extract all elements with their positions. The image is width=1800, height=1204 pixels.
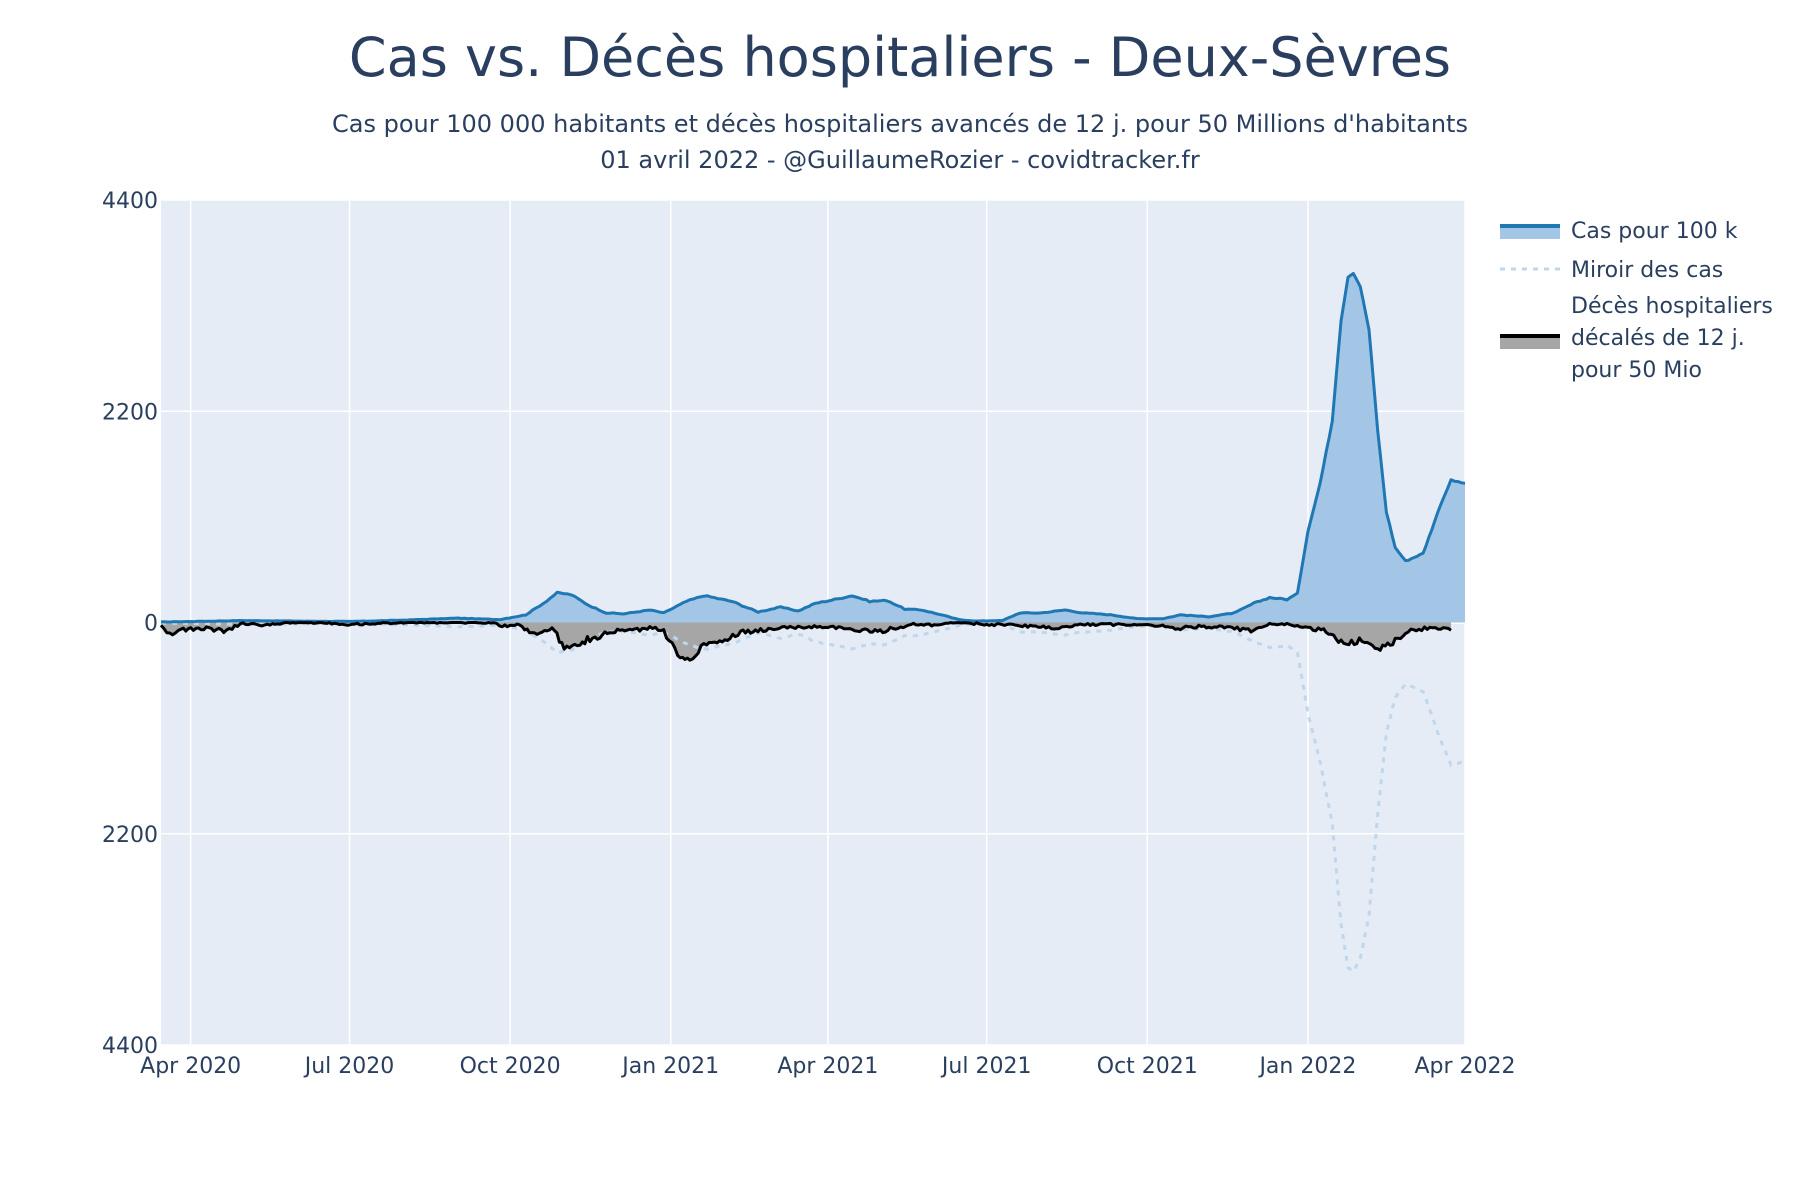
legend-label-deces-line-2: décalés de 12 j. bbox=[1571, 326, 1745, 351]
x-tick-label: Oct 2021 bbox=[1097, 1054, 1198, 1079]
chart-subtitle-line-1: Cas pour 100 000 habitants et décès hosp… bbox=[332, 110, 1468, 138]
x-tick-label: Oct 2020 bbox=[460, 1054, 561, 1079]
y-tick-label: 4400 bbox=[102, 1034, 158, 1059]
series-cas-line bbox=[160, 272, 1466, 624]
series-cas-area bbox=[161, 273, 1465, 623]
x-tick-label: Apr 2020 bbox=[140, 1054, 241, 1079]
x-tick-label: Apr 2021 bbox=[777, 1054, 878, 1079]
series-deces-line bbox=[159, 621, 1452, 662]
legend-item-cas[interactable]: Cas pour 100 k bbox=[1500, 219, 1738, 244]
legend-item-miroir[interactable]: Miroir des cas bbox=[1500, 258, 1723, 283]
y-tick-label: 4400 bbox=[102, 189, 158, 214]
series-deces-area bbox=[161, 622, 1451, 661]
x-tick-label: Jan 2021 bbox=[620, 1054, 719, 1079]
x-tick-label: Apr 2022 bbox=[1414, 1054, 1515, 1079]
area-fills bbox=[161, 273, 1465, 661]
legend-swatch-deces-fill bbox=[1500, 336, 1560, 349]
x-tick-label: Jul 2021 bbox=[940, 1054, 1032, 1079]
legend: Cas pour 100 k Miroir des cas Décès hosp… bbox=[1500, 219, 1773, 383]
x-tick-label: Jul 2020 bbox=[303, 1054, 395, 1079]
y-tick-label: 2200 bbox=[102, 823, 158, 848]
series-lines bbox=[159, 272, 1466, 974]
y-tick-label: 2200 bbox=[102, 400, 158, 425]
legend-label-cas: Cas pour 100 k bbox=[1571, 219, 1738, 244]
axes: Apr 2020 Jul 2020 Oct 2020 Jan 2021 Apr 2021… bbox=[102, 189, 1516, 1079]
x-tick-label: Jan 2022 bbox=[1257, 1054, 1356, 1079]
chart-subtitle-line-2: 01 avril 2022 - @GuillaumeRozier - covid… bbox=[600, 146, 1200, 174]
legend-item-deces[interactable]: Décès hospitaliers décalés de 12 j. pour… bbox=[1500, 294, 1773, 383]
legend-label-deces-line-3: pour 50 Mio bbox=[1571, 358, 1702, 383]
legend-label-miroir: Miroir des cas bbox=[1571, 258, 1723, 283]
chart-title: Cas vs. Décès hospitaliers - Deux-Sèvres bbox=[349, 26, 1451, 89]
series-miroir-line bbox=[160, 621, 1466, 974]
legend-label-deces-line-1: Décès hospitaliers bbox=[1571, 294, 1773, 319]
legend-swatch-cas-fill bbox=[1500, 226, 1560, 239]
y-tick-label: 0 bbox=[144, 612, 158, 637]
